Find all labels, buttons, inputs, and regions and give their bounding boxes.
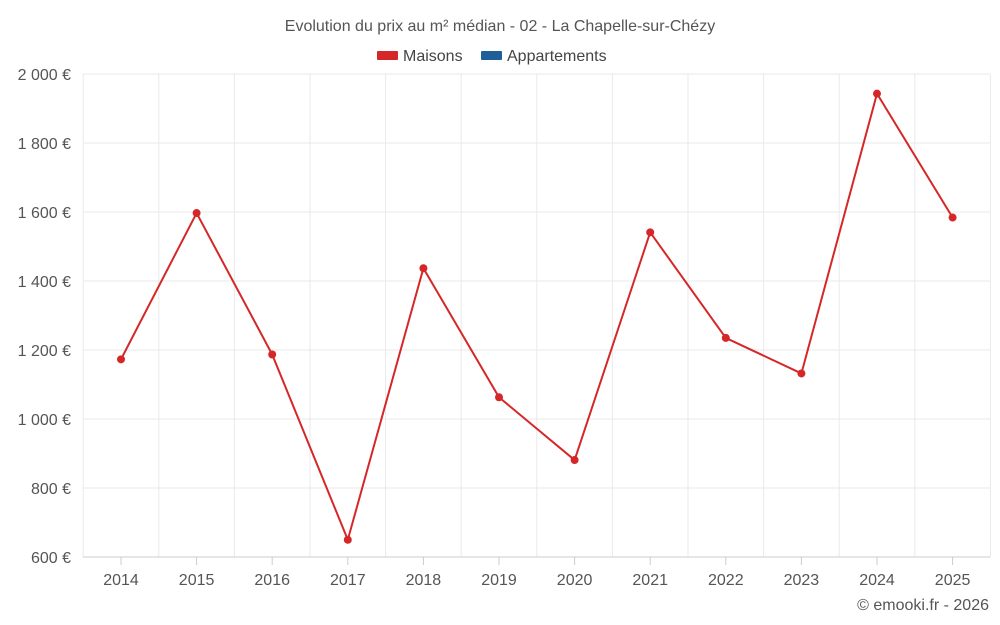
data-point[interactable]	[797, 369, 806, 378]
legend-label-appartements: Appartements	[507, 48, 607, 65]
data-point[interactable]	[117, 355, 125, 364]
series-maisons	[117, 89, 957, 544]
data-point[interactable]	[721, 333, 730, 342]
legend: Maisons Appartements	[377, 48, 607, 65]
data-point[interactable]	[268, 350, 277, 359]
chart-title: Evolution du prix au m² médian - 02 - La…	[285, 18, 715, 35]
x-tick-label: 2025	[935, 572, 971, 589]
y-tick-label: 600 €	[31, 550, 71, 567]
x-axis: 2014 2015 2016 2017 2018 2019 2020 2021 2022 2023…	[83, 556, 990, 589]
x-tick-label: 2023	[784, 572, 820, 589]
y-tick-label: 1 400 €	[18, 274, 71, 291]
x-tick-label: 2020	[557, 572, 593, 589]
series-line-maisons	[120, 92, 954, 541]
x-tick-label: 2019	[481, 572, 517, 589]
x-tick-label: 2015	[179, 572, 215, 589]
y-tick-label: 2 000 €	[18, 67, 71, 84]
x-tick-label: 2018	[406, 572, 442, 589]
legend-swatch-appartements	[481, 51, 502, 60]
x-tick-label: 2017	[330, 572, 366, 589]
legend-item-maisons[interactable]: Maisons	[377, 48, 463, 65]
y-tick-label: 1 600 €	[18, 205, 71, 222]
x-tick-label: 2024	[859, 572, 895, 589]
y-tick-label: 1 200 €	[18, 343, 71, 360]
x-tick-label: 2016	[254, 572, 290, 589]
y-tick-label: 1 800 €	[18, 136, 71, 153]
y-tick-label: 1 000 €	[18, 412, 71, 429]
data-point[interactable]	[948, 213, 957, 222]
x-tick-label: 2021	[632, 572, 668, 589]
grid	[82, 73, 991, 557]
data-point[interactable]	[570, 456, 579, 465]
legend-item-appartements[interactable]: Appartements	[481, 48, 607, 65]
data-point[interactable]	[873, 89, 881, 98]
x-tick-label: 2014	[103, 572, 139, 589]
y-axis: 600 € 800 € 1 000 € 1 200 € 1 400 € 1 600 € 1 …	[18, 67, 71, 567]
data-point[interactable]	[646, 228, 655, 237]
legend-swatch-maisons	[377, 51, 398, 60]
x-tick-label: 2022	[708, 572, 744, 589]
legend-label-maisons: Maisons	[403, 48, 463, 65]
y-tick-label: 800 €	[31, 481, 71, 498]
data-point[interactable]	[495, 393, 503, 402]
data-point[interactable]	[419, 264, 428, 273]
data-point[interactable]	[192, 209, 201, 218]
credit-text: © emooki.fr - 2026	[857, 597, 989, 614]
data-point[interactable]	[343, 535, 352, 544]
